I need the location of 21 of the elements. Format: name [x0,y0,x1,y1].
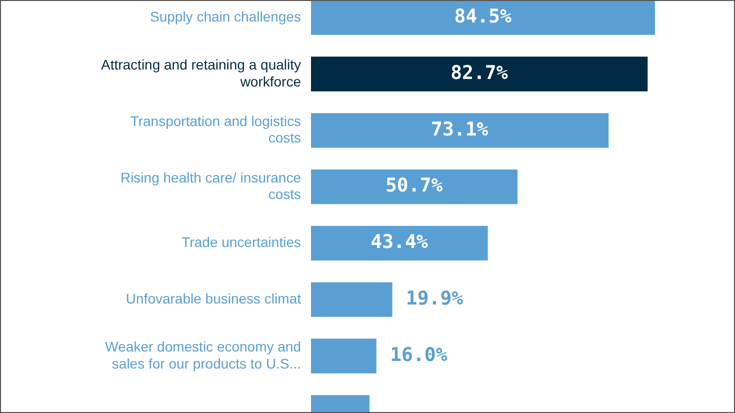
data-label: 43.4% [370,231,428,254]
data-label: 82.7% [450,62,508,84]
bar [311,282,392,317]
bar [311,113,609,148]
y-tick-label: Trade uncertainties [182,234,301,250]
data-label: 73.1% [431,118,489,140]
data-label: 84.5% [454,6,512,28]
bar [311,226,488,261]
data-label: 19.9% [406,288,464,310]
y-tick-label: Attracting and retaining a quality workforce [100,56,302,90]
data-label: 16.0% [390,344,448,366]
y-tick-label: Transportation and logistics costs [130,112,301,146]
bar [311,169,518,204]
y-tick-label: Unfovarable business climat [126,290,302,306]
y-tick-label: Weaker domestic economy and sales for our products to U.S... [105,338,301,372]
bar [311,338,376,374]
bar [311,56,648,92]
y-tick-label: Supply chain challenges [150,8,301,24]
data-label: 50.7% [385,174,444,197]
y-tick-label: Rising health care/ insurance costs [120,169,302,202]
bar [311,1,655,35]
